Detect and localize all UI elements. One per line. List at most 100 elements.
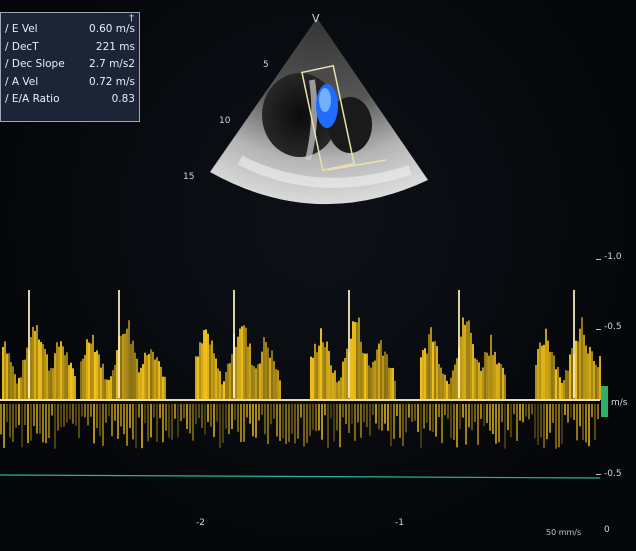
spectral-fill [259, 363, 261, 400]
measurement-value: 221 ms [95, 40, 135, 53]
spectral-fill [354, 404, 356, 441]
spectral-fill [153, 404, 155, 418]
spectral-fill [531, 404, 533, 415]
spectral-fill [39, 404, 41, 434]
spectral-fill [571, 347, 573, 400]
spectral-fill [112, 370, 114, 400]
spectral-fill [342, 361, 344, 400]
spectral-fill [583, 334, 585, 400]
spectral-fill [435, 404, 437, 437]
spectral-fill [122, 334, 124, 400]
spectral-fill [414, 404, 416, 421]
spectral-fill [372, 361, 374, 400]
spectral-fill [588, 404, 590, 447]
measurement-value: 0.60 m/s [89, 23, 135, 35]
spectral-fill [478, 362, 480, 400]
spectral-fill [159, 404, 161, 419]
scale-tick [596, 259, 601, 260]
spectral-fill [253, 366, 255, 400]
spectral-fill [486, 352, 488, 400]
spectral-fill [20, 377, 22, 400]
spectral-fill [66, 404, 68, 423]
valve-click-spike [458, 290, 460, 398]
spectral-fill [231, 404, 233, 430]
spectral-fill [390, 368, 392, 400]
spectral-fill [156, 404, 158, 442]
spectral-fill [589, 346, 591, 400]
spectral-fill [501, 404, 503, 423]
spectral-fill [450, 377, 452, 400]
spectral-fill [464, 324, 466, 400]
spectral-fill [528, 404, 530, 420]
spectral-fill [502, 367, 504, 400]
spectral-fill [450, 404, 452, 439]
echo-sector-image [210, 18, 428, 205]
spectral-fill [52, 368, 54, 400]
spectral-fill [460, 336, 462, 400]
spectral-fill [474, 358, 476, 400]
spectral-fill [522, 404, 524, 423]
spectral-fill [74, 376, 76, 400]
spectral-fill [237, 404, 239, 432]
spectral-fill [399, 404, 401, 438]
spectral-fill [51, 404, 53, 416]
measurement-ea-ratio: / E/A Ratio 0.83 [5, 91, 135, 109]
spectral-fill [483, 404, 485, 427]
spectral-fill [273, 404, 275, 419]
spectral-fill [183, 404, 185, 419]
spectral-fill [384, 351, 386, 400]
spectral-fill [330, 365, 332, 400]
spectral-fill [303, 404, 305, 447]
spectral-fill [249, 343, 251, 400]
spectral-fill [34, 330, 36, 400]
spectral-fill [150, 349, 152, 400]
valve-click-spike [573, 290, 575, 398]
spectral-fill [203, 330, 205, 400]
spectral-fill [356, 322, 358, 400]
spectral-fill [54, 353, 56, 400]
spectral-fill [378, 404, 380, 430]
spectral-fill [132, 340, 134, 400]
spectral-fill [558, 404, 560, 448]
spectral-fill [582, 404, 584, 441]
spectral-fill [92, 334, 94, 400]
spectral-fill [22, 360, 24, 400]
spectral-fill [472, 344, 474, 400]
spectral-fill [240, 404, 242, 443]
spectral-fill [6, 353, 8, 400]
spectral-fill [222, 404, 224, 443]
spectral-fill [465, 404, 467, 445]
spectral-fill [543, 344, 545, 400]
spectral-fill [330, 404, 332, 419]
spectral-fill [326, 341, 328, 400]
spectral-fill [348, 404, 350, 434]
spectral-fill [336, 382, 338, 400]
spectral-fill [93, 404, 95, 444]
spectral-fill [211, 340, 213, 400]
spectral-fill [405, 404, 407, 433]
spectral-fill [549, 352, 551, 400]
spectral-fill [504, 404, 506, 449]
valve-click-spike [233, 290, 235, 398]
measurement-a-vel: / A Vel 0.72 m/s [5, 74, 135, 92]
spectral-fill [110, 376, 112, 400]
spectral-fill [78, 404, 80, 439]
spectral-fill [387, 404, 389, 431]
spectral-fill [239, 328, 241, 400]
spectral-fill [136, 358, 138, 400]
spectral-fill [69, 404, 71, 420]
spectral-fill [573, 404, 575, 420]
spectral-fill [106, 379, 108, 400]
measurement-label: / Dec Slope [5, 58, 65, 70]
spectral-fill [567, 370, 569, 400]
spectral-fill [442, 373, 444, 400]
spectral-fill [142, 364, 144, 400]
spectral-fill [585, 404, 587, 443]
spectral-fill [386, 354, 388, 400]
spectral-fill [128, 320, 130, 400]
spectral-fill [456, 358, 458, 400]
spectral-fill [261, 404, 263, 415]
spectral-fill [597, 404, 599, 420]
spectral-fill [555, 404, 557, 449]
spectral-fill [273, 361, 275, 400]
